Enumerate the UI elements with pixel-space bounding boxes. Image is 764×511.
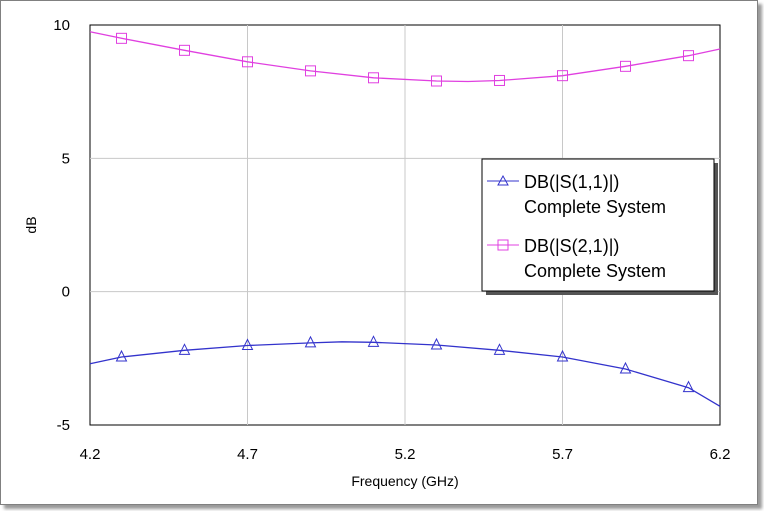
legend-marker-triangle bbox=[497, 174, 509, 186]
data-point-triangle bbox=[619, 361, 632, 374]
data-point-square bbox=[431, 75, 442, 87]
data-point-triangle bbox=[241, 338, 254, 351]
y-axis-title: dB bbox=[23, 216, 39, 233]
y-tick-label: -5 bbox=[57, 417, 70, 434]
data-point-square bbox=[494, 74, 505, 86]
y-tick-label: 0 bbox=[62, 284, 70, 301]
legend-box bbox=[481, 158, 715, 292]
series-layer bbox=[89, 31, 721, 407]
data-point-triangle bbox=[493, 343, 506, 355]
legend: DB(|S(1,1)|) Complete System DB(|S(2,1)|… bbox=[481, 158, 718, 295]
data-point-square bbox=[620, 60, 631, 72]
data-point-square bbox=[116, 32, 127, 44]
data-point-triangle bbox=[178, 343, 191, 355]
data-point-triangle bbox=[367, 335, 380, 347]
data-point-triangle bbox=[115, 349, 128, 362]
data-point-triangle bbox=[430, 337, 443, 350]
y-tick-labels: -5 0 5 10 bbox=[53, 17, 70, 434]
legend-label-s21-line2: Complete System bbox=[524, 261, 666, 281]
data-point-square bbox=[179, 44, 190, 56]
series-line-0 bbox=[89, 341, 721, 407]
data-point-square bbox=[368, 72, 379, 84]
data-point-square bbox=[305, 65, 316, 77]
x-tick-label: 5.7 bbox=[552, 446, 573, 463]
x-tick-label: 5.2 bbox=[395, 446, 416, 463]
y-tick-label: 5 bbox=[62, 150, 70, 167]
data-point-triangle bbox=[556, 349, 569, 362]
series-line-1 bbox=[89, 31, 721, 83]
x-tick-label: 4.2 bbox=[80, 446, 101, 463]
x-axis-title: Frequency (GHz) bbox=[351, 473, 458, 489]
legend-label-s11-line2: Complete System bbox=[524, 197, 666, 217]
data-point-square bbox=[557, 70, 568, 82]
data-point-triangle bbox=[682, 380, 695, 393]
legend-label-s21: DB(|S(2,1)|) bbox=[524, 236, 619, 256]
x-tick-labels: 4.2 4.7 5.2 5.7 6.2 bbox=[80, 446, 731, 463]
legend-marker-square bbox=[497, 239, 509, 251]
data-point-square bbox=[242, 56, 253, 68]
y-tick-label: 10 bbox=[53, 17, 70, 34]
data-point-square bbox=[683, 50, 694, 62]
x-tick-label: 4.7 bbox=[237, 446, 258, 463]
x-tick-label: 6.2 bbox=[710, 446, 731, 463]
legend-label-s11: DB(|S(1,1)|) bbox=[524, 172, 619, 192]
data-point-triangle bbox=[304, 335, 317, 348]
